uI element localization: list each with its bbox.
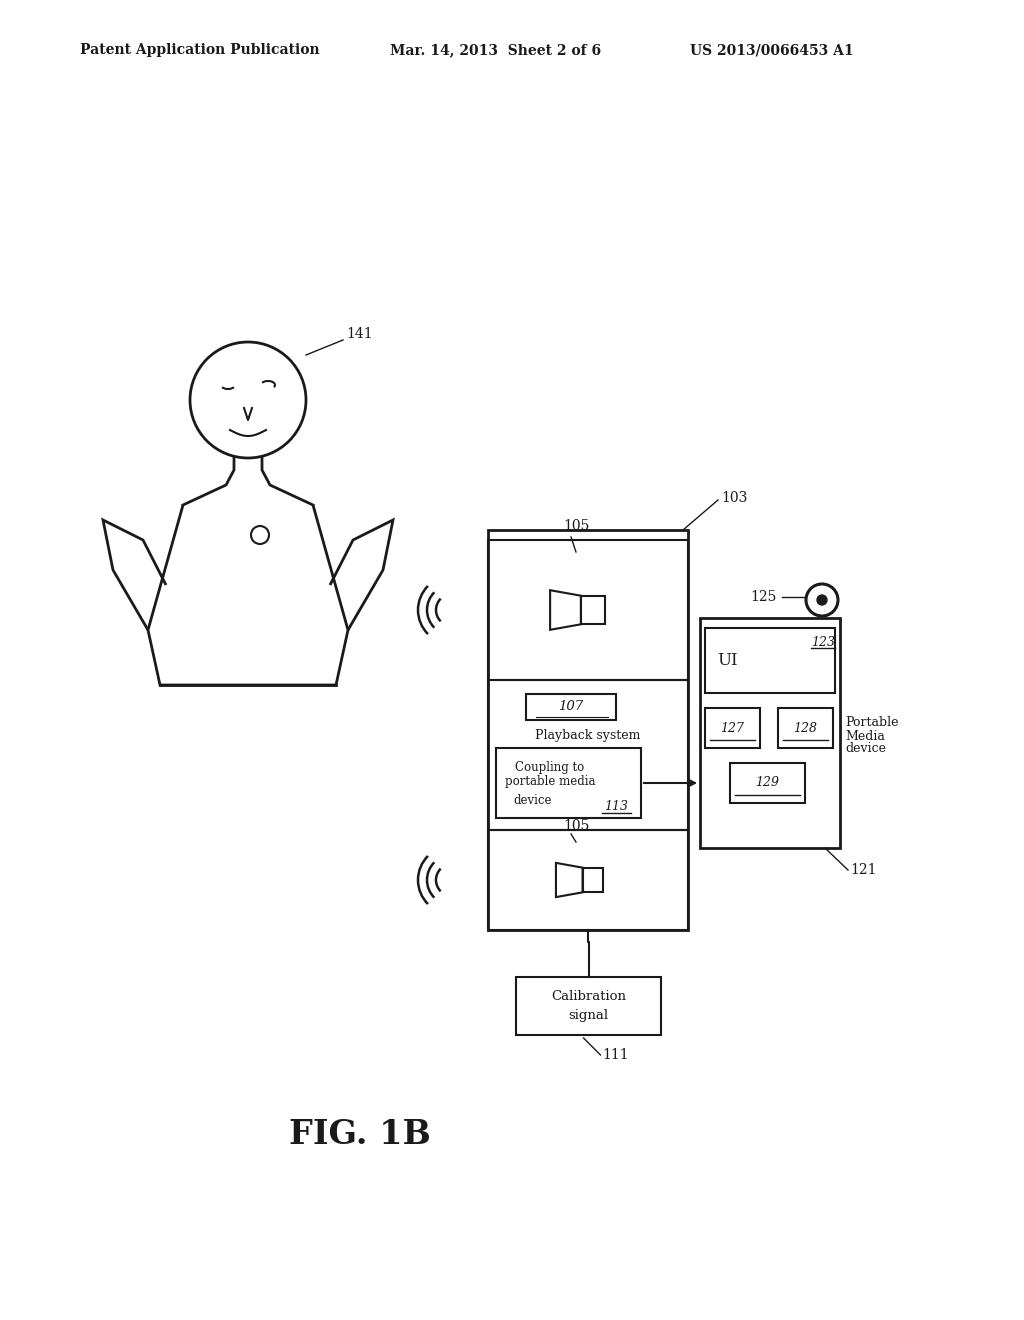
- Text: 125: 125: [750, 590, 776, 605]
- Text: signal: signal: [568, 1008, 608, 1022]
- Text: Media: Media: [845, 730, 885, 742]
- Text: 111: 111: [602, 1048, 629, 1063]
- Text: 128: 128: [794, 722, 817, 734]
- Text: Coupling to: Coupling to: [515, 762, 585, 775]
- Text: 127: 127: [721, 722, 744, 734]
- Text: 107: 107: [558, 701, 584, 714]
- Text: Mar. 14, 2013  Sheet 2 of 6: Mar. 14, 2013 Sheet 2 of 6: [390, 44, 601, 57]
- Text: 121: 121: [850, 863, 877, 876]
- Circle shape: [817, 595, 827, 605]
- Text: 105: 105: [563, 818, 590, 833]
- Text: portable media: portable media: [505, 776, 595, 788]
- Text: UI: UI: [717, 652, 737, 669]
- Text: Patent Application Publication: Patent Application Publication: [80, 44, 319, 57]
- Text: Calibration: Calibration: [551, 990, 626, 1003]
- Text: device: device: [845, 742, 886, 755]
- Text: Playback system: Playback system: [536, 729, 641, 742]
- Text: 129: 129: [756, 776, 779, 789]
- Text: device: device: [513, 793, 552, 807]
- Text: FIG. 1B: FIG. 1B: [289, 1118, 431, 1151]
- Text: 103: 103: [721, 491, 748, 506]
- Text: Portable: Portable: [845, 717, 898, 730]
- Text: 105: 105: [563, 519, 590, 533]
- Text: 113: 113: [604, 800, 628, 813]
- Text: 141: 141: [346, 327, 373, 341]
- Text: US 2013/0066453 A1: US 2013/0066453 A1: [690, 44, 854, 57]
- Text: 123: 123: [811, 635, 835, 648]
